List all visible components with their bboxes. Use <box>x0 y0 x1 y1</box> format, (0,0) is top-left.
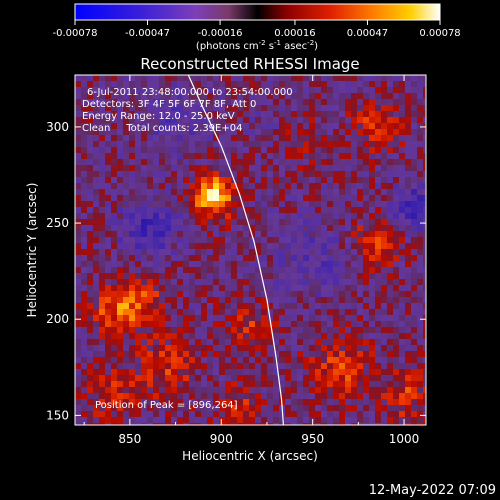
chart-title: Reconstructed RHESSI Image <box>140 55 359 73</box>
colorbar: -0.00078 -0.00047 -0.00016 0.00016 0.00047 0.… <box>53 3 461 52</box>
colorbar-ticks: -0.00078 -0.00047 -0.00016 0.00016 0.00047 0.… <box>53 20 461 39</box>
colorbar-tick-label: 0.00016 <box>274 28 315 39</box>
colorbar-gradient <box>74 3 441 21</box>
annotation-detectors: Detectors: 3F 4F 5F 6F 7F 8F, Att 0 <box>82 99 256 110</box>
colorbar-tick-label: -0.00016 <box>198 28 243 39</box>
footer-timestamp: 12-May-2022 07:09 <box>369 483 496 498</box>
annotation-energy-range: Energy Range: 12.0 - 25.0 keV <box>82 111 235 122</box>
annotation-time-range: 6-Jul-2011 23:48:00.000 to 23:54:00.000 <box>87 87 293 98</box>
x-axis-label: Heliocentric X (arcsec) <box>182 449 318 463</box>
colorbar-tick-label: -0.00078 <box>53 28 98 39</box>
heatmap-image <box>75 75 426 425</box>
x-tick-label: 950 <box>301 432 324 446</box>
x-tick-label: 850 <box>118 432 141 446</box>
x-tick-label: 1000 <box>389 432 420 446</box>
colorbar-tick-label: -0.00047 <box>125 28 170 39</box>
annotation-peak: Position of Peak = [896,264] <box>95 400 238 411</box>
axis-ticks: 850 900 950 1000 150 200 250 300 <box>46 75 426 446</box>
y-axis-label: Heliocentric Y (arcsec) <box>25 183 39 318</box>
y-tick-label: 200 <box>46 312 69 326</box>
colorbar-tick-label: 0.00078 <box>419 28 460 39</box>
y-tick-label: 250 <box>46 216 69 230</box>
solar-limb-curve <box>187 75 284 425</box>
y-tick-label: 150 <box>46 408 69 422</box>
colorbar-tick-label: 0.00047 <box>347 28 388 39</box>
y-tick-label: 300 <box>46 120 69 134</box>
colorbar-units: (photons cm-2 s-1 asec-2) <box>196 39 318 52</box>
annotation-method-counts: Clean Total counts: 2.39E+04 <box>82 123 242 134</box>
x-tick-label: 900 <box>210 432 233 446</box>
plot-frame <box>74 74 427 426</box>
